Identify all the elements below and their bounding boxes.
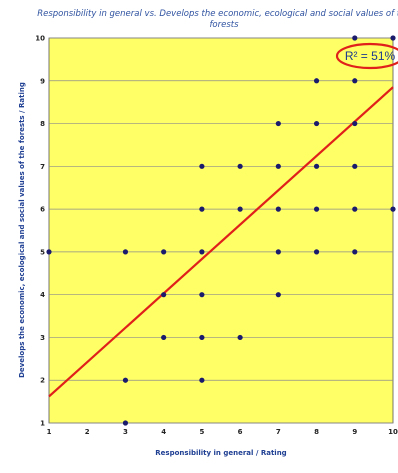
data-point [122,420,129,426]
y-tick-10: 10 [35,35,45,43]
y-tick-6: 6 [40,206,45,214]
x-tick-labels: 1 2 3 4 5 6 7 8 9 10 [47,428,398,436]
x-tick-4: 4 [161,428,166,436]
data-point [352,249,358,255]
y-tick-4: 4 [40,291,45,299]
data-point [275,206,281,212]
data-point [199,206,205,212]
data-point [390,206,396,212]
x-axis-label: Responsibility in general / Rating [155,449,286,457]
data-point [122,377,129,383]
data-point [390,35,396,41]
x-tick-3: 3 [123,428,128,436]
data-point [199,377,205,383]
data-point [313,249,320,255]
grid-lines [49,37,393,424]
data-point [199,334,205,341]
data-point [275,249,281,255]
plot-area [48,37,394,424]
x-tick-10: 10 [388,428,398,436]
data-point [313,206,320,212]
data-point [313,163,320,169]
data-point [199,249,205,255]
data-point [161,249,167,255]
data-point [275,292,281,298]
data-point [122,249,129,255]
data-point [275,163,281,169]
chart-title-line-2: forests [209,20,239,30]
x-tick-2: 2 [85,428,90,436]
r2-highlight-circle [335,42,398,70]
x-tick-6: 6 [238,428,243,436]
x-tick-8: 8 [314,428,319,436]
trendline [48,86,394,398]
data-point [275,120,281,127]
x-tick-5: 5 [199,428,204,436]
data-point [199,163,205,169]
y-tick-8: 8 [40,120,45,128]
data-point [161,292,167,298]
data-points [46,35,396,426]
data-point [352,163,358,169]
x-tick-9: 9 [352,428,357,436]
data-point [313,78,320,84]
y-tick-labels: 1 2 3 4 5 6 7 8 9 10 [35,35,45,428]
chart-title-line-1: Responsibility in general vs. Develops t… [37,9,398,19]
data-point [46,249,52,255]
data-point [161,334,167,341]
data-point [352,35,358,41]
y-tick-2: 2 [40,377,45,385]
data-point [237,206,243,212]
data-point [237,163,243,169]
r2-label: R² = 51% [345,49,396,63]
y-tick-7: 7 [40,163,45,171]
y-axis-label: Develops the economic, ecological and so… [18,82,26,378]
y-tick-9: 9 [40,77,45,85]
data-point [352,78,358,84]
data-point [352,120,358,127]
y-tick-3: 3 [40,334,45,342]
y-tick-5: 5 [40,248,45,256]
x-tick-1: 1 [47,428,52,436]
data-point [237,334,243,341]
data-point [352,206,358,212]
data-point [199,292,205,298]
x-tick-7: 7 [276,428,281,436]
y-tick-1: 1 [40,420,45,428]
data-point [313,120,320,127]
